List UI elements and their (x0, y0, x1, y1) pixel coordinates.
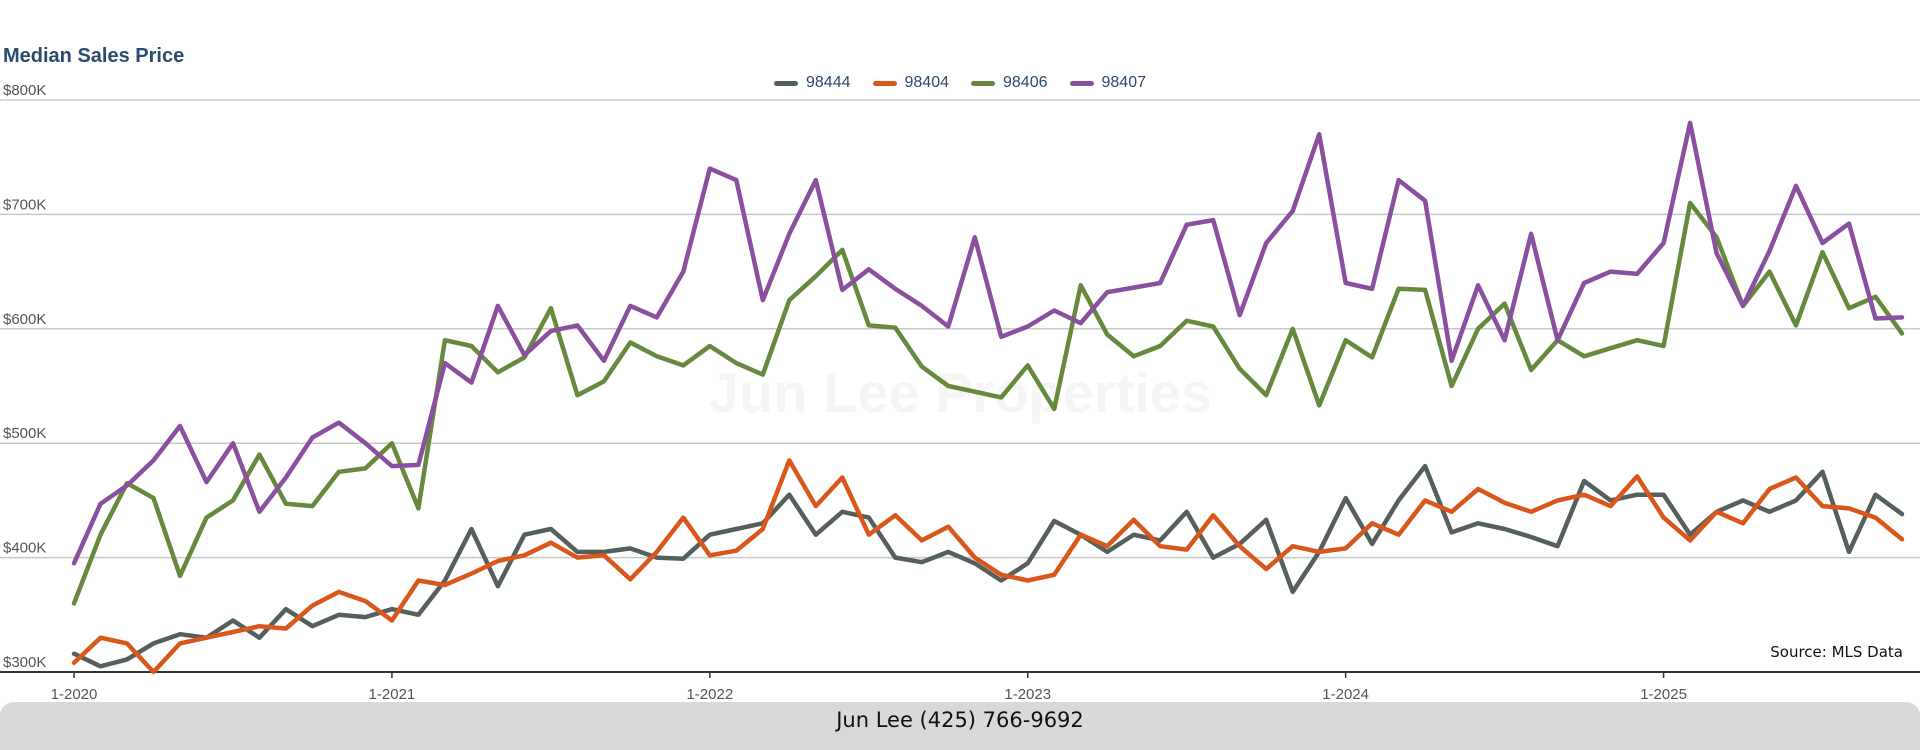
legend-item-98407[interactable]: 98407 (1069, 74, 1147, 92)
axes: $300K $400K $500K $600K $700K $800K 1-2020 1-20… (0, 82, 1920, 702)
series-lines (71, 120, 1905, 675)
legend-label-98406: 98406 (1003, 74, 1048, 91)
y-tick-label-0: $300K (3, 654, 46, 671)
legend-label-98444: 98444 (806, 74, 851, 91)
legend-swatch-98407 (1069, 80, 1094, 86)
series-line-98404 (71, 458, 1905, 675)
legend-item-98444[interactable]: 98444 (774, 74, 851, 92)
y-tick-label-1: $400K (3, 540, 46, 557)
footer-bar (0, 702, 1920, 750)
legend-swatch-98406 (971, 80, 995, 86)
x-tick-label-3: 1-2023 (1004, 686, 1051, 702)
x-tick-label-0: 1-2020 (51, 686, 98, 702)
legend-label-98404: 98404 (904, 74, 950, 91)
footer-contact: Jun Lee (425) 766-9692 (836, 708, 1084, 732)
legend-swatch-98404 (872, 80, 897, 86)
line-chart: $300K $400K $500K $600K $700K $800K 1-2020 1-20… (0, 82, 1920, 702)
gridlines (0, 99, 1920, 673)
y-tick-label-4: $700K (3, 196, 46, 213)
series-line-98407 (71, 120, 1905, 566)
legend-swatch-98444 (774, 80, 798, 86)
legend-item-98404[interactable]: 98404 (872, 74, 950, 92)
chart-title: Median Sales Price (3, 45, 185, 67)
x-tick-label-4: 1-2024 (1322, 686, 1369, 702)
source-note: Source: MLS Data (1770, 643, 1903, 661)
y-tick-label-5: $800K (3, 82, 46, 99)
chart-legend: 98444 98404 98406 98407 (0, 74, 1920, 92)
x-tick-label-1: 1-2021 (369, 686, 416, 702)
y-tick-label-2: $500K (3, 425, 46, 442)
y-tick-label-3: $600K (3, 311, 46, 328)
x-tick-label-2: 1-2022 (686, 686, 733, 702)
series-line-98406 (71, 200, 1905, 606)
legend-item-98406[interactable]: 98406 (971, 74, 1048, 92)
x-tick-label-5: 1-2025 (1640, 686, 1687, 702)
legend-label-98407: 98407 (1101, 74, 1147, 91)
